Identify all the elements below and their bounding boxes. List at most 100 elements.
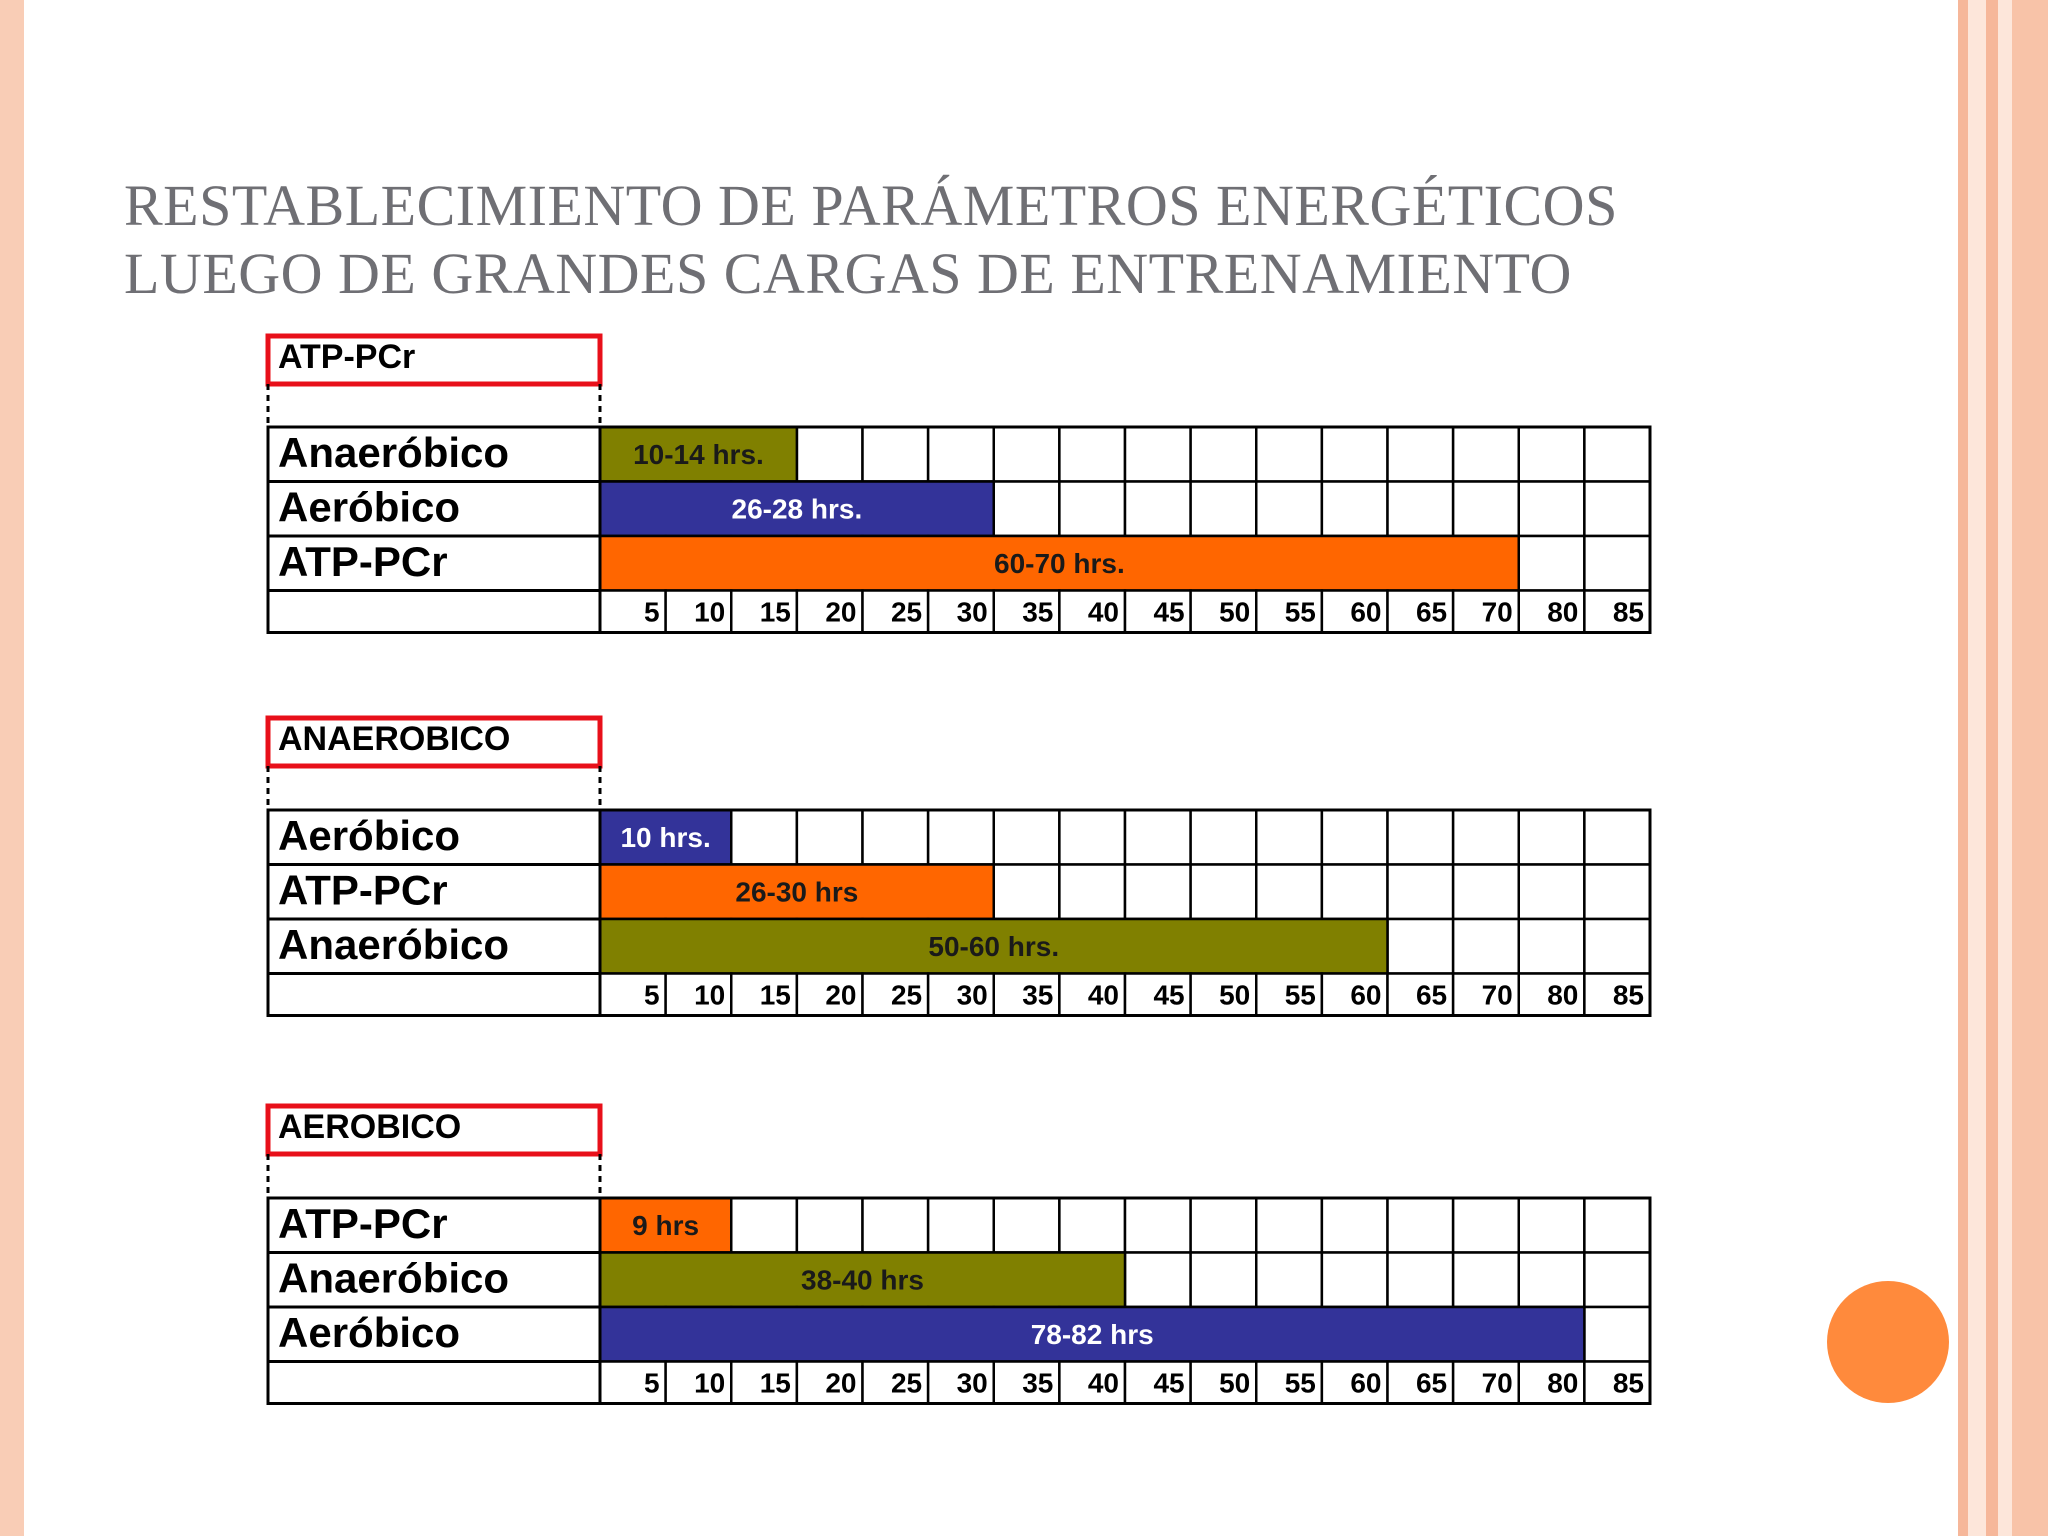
tick-label: 10 (694, 1368, 725, 1399)
grid-cell (861, 808, 930, 866)
chart-block-2: ANAEROBICO 10 hrs. Aeróbico 26-30 hrs ATP-PC… (265, 715, 1652, 1017)
grid-cell (1386, 808, 1455, 866)
grid-cell (926, 1196, 995, 1254)
row-label: ATP-PCr (278, 867, 448, 914)
bar (598, 863, 995, 921)
grid-cell (861, 1196, 930, 1254)
grid-cell (1583, 1251, 1652, 1309)
grid-cell (795, 1196, 864, 1254)
grid-cell (730, 808, 799, 866)
grid-cell (1583, 534, 1652, 592)
tick-label: 35 (1022, 597, 1053, 628)
grid-cell (1189, 425, 1258, 483)
row-label: Anaeróbico (278, 921, 509, 968)
bar (598, 425, 799, 483)
tick-label: 35 (1022, 1368, 1053, 1399)
grid-cell (1255, 863, 1324, 921)
tick-label: 80 (1547, 597, 1578, 628)
tick-label: 55 (1285, 597, 1316, 628)
tick-label: 85 (1613, 597, 1644, 628)
grid-cell (1058, 425, 1127, 483)
tick-label: 30 (957, 980, 988, 1011)
tick-label: 5 (644, 597, 660, 628)
tick-label: 70 (1482, 1368, 1513, 1399)
tick-cell (730, 1360, 799, 1405)
tick-cell (1058, 589, 1127, 634)
bar-label: 10 hrs. (620, 822, 710, 853)
tick-label: 40 (1088, 980, 1119, 1011)
grid-cell (1386, 480, 1455, 538)
grid-cell (1386, 917, 1455, 975)
tick-cell (1058, 972, 1127, 1017)
grid-cell (1386, 1251, 1455, 1309)
bar-label: 9 hrs (632, 1210, 699, 1241)
grid-cell (1583, 863, 1652, 921)
tick-label: 25 (891, 1368, 922, 1399)
tick-label: 15 (760, 597, 791, 628)
row-label: ATP-PCr (278, 538, 448, 585)
tick-label: 65 (1416, 597, 1447, 628)
tick-label: 85 (1613, 1368, 1644, 1399)
chart-frame (266, 425, 1652, 634)
grid-cell (992, 808, 1061, 866)
tick-label: 25 (891, 597, 922, 628)
slide-title-line-2: LUEGO DE GRANDES CARGAS DE ENTRENAMIENTO (124, 241, 1572, 306)
grid-cell (1058, 480, 1127, 538)
row-label: Aeróbico (278, 484, 460, 531)
chart-title-box (265, 333, 603, 387)
grid-cell (1583, 1305, 1652, 1363)
right-edge-stripe (1968, 0, 1986, 1536)
grid-cell (1320, 480, 1389, 538)
tick-label: 5 (644, 980, 660, 1011)
grid-cell (1451, 425, 1520, 483)
chart-title: AEROBICO (278, 1108, 461, 1146)
tick-label: 35 (1022, 980, 1053, 1011)
grid-cell (1386, 1196, 1455, 1254)
grid-cell (926, 425, 995, 483)
tick-label: 45 (1153, 980, 1184, 1011)
slide-title-line-1: RESTABLECIMIENTO DE PARÁMETROS ENERGÉTIC… (124, 173, 1618, 238)
tick-label: 30 (957, 597, 988, 628)
tick-label: 20 (825, 597, 856, 628)
tick-label: 5 (644, 1368, 660, 1399)
right-edge-stripe (2012, 0, 2048, 1536)
grid-cell (730, 1196, 799, 1254)
tick-label: 60 (1350, 980, 1381, 1011)
grid-cell (1123, 480, 1192, 538)
grid-cell (1123, 1196, 1192, 1254)
grid-cell (1386, 425, 1455, 483)
bar (598, 917, 1389, 975)
bar (598, 1251, 1127, 1309)
bar-label: 26-28 hrs. (732, 494, 863, 525)
tick-label: 15 (760, 1368, 791, 1399)
tick-cell (861, 1360, 930, 1405)
grid-cell (1189, 1251, 1258, 1309)
tick-label: 65 (1416, 980, 1447, 1011)
grid-cell (1058, 863, 1127, 921)
grid-cell (795, 425, 864, 483)
grid-cell (1189, 808, 1258, 866)
grid-cell (1583, 808, 1652, 866)
grid-cell (1255, 425, 1324, 483)
tick-cell (1451, 972, 1520, 1017)
tick-cell (992, 972, 1061, 1017)
bar (598, 1305, 1586, 1363)
grid-cell (1517, 917, 1586, 975)
bar-label: 10-14 hrs. (633, 439, 764, 470)
grid-cell (1451, 917, 1520, 975)
tick-label: 10 (694, 597, 725, 628)
grid-cell (1517, 480, 1586, 538)
chart-block-3: AEROBICO 9 hrs ATP-PCr 38-40 hrs Anaeróbico 7… (265, 1103, 1652, 1405)
chart-title: ANAEROBICO (278, 720, 510, 758)
tick-label: 30 (957, 1368, 988, 1399)
grid-cell (992, 1196, 1061, 1254)
tick-label: 20 (825, 980, 856, 1011)
chart-block-1: ATP-PCr 10-14 hrs. Anaeróbico 26-28 hrs. Aer… (265, 333, 1652, 634)
grid-cell (1517, 1196, 1586, 1254)
tick-cell (926, 972, 995, 1017)
tick-label: 40 (1088, 1368, 1119, 1399)
tick-label: 25 (891, 980, 922, 1011)
grid-cell (1320, 808, 1389, 866)
grid-cell (1058, 808, 1127, 866)
grid-cell (1123, 863, 1192, 921)
